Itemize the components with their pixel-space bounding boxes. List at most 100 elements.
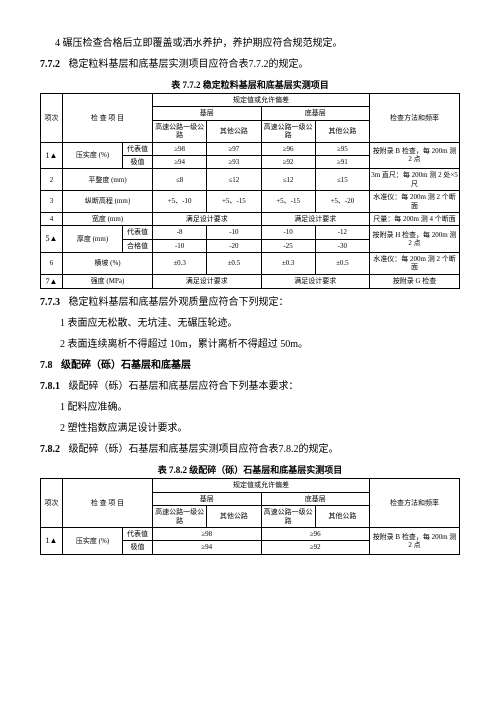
t2r1e2: ≥92	[261, 541, 370, 554]
r1b2: 极值	[123, 155, 153, 168]
r1a: 压实度 (%)	[63, 142, 123, 169]
r1e: ≥96	[261, 142, 315, 155]
para-4: 4 碾压检查合格后立即覆盖或洒水养护，养护期应符合规范规定。	[40, 36, 460, 51]
r3g: 水准仪：每 200m 测 2 个断面	[370, 191, 460, 213]
r6c: ±0.3	[153, 253, 207, 275]
table-772: 项次 检 查 项 目 规定值或允许偏差 检查方法和频率 基层 底基层 高速公路一…	[40, 93, 460, 289]
sec-772-num: 7.7.2	[40, 59, 60, 70]
r5f: -12	[315, 226, 369, 239]
r6f: ±0.5	[315, 253, 369, 275]
r2a: 平整度 (mm)	[63, 169, 153, 191]
h-base: 基层	[153, 107, 262, 120]
t2h-other2: 其他公路	[315, 506, 369, 528]
sec-782: 7.8.2 级配碎（砾）石基层和底基层实测项目应符合表7.8.2的规定。	[40, 442, 460, 457]
h-dev: 规定值或允许偏差	[153, 94, 370, 107]
r1e2: ≥92	[261, 155, 315, 168]
r7n: 7▲	[41, 274, 63, 289]
h-other2: 其他公路	[315, 120, 369, 142]
sec-773-num: 7.7.3	[40, 297, 60, 308]
r2n: 2	[41, 169, 63, 191]
r3a: 纵断高程 (mm)	[63, 191, 153, 213]
t2r1c2: ≥94	[153, 541, 262, 554]
r6a: 横坡 (%)	[63, 253, 153, 275]
sec-781-text: 级配碎（砾）石基层和底基层应符合下列基本要求：	[69, 381, 299, 392]
r3n: 3	[41, 191, 63, 213]
sec-772-text: 稳定粒料基层和底基层实测项目应符合表7.7.2的规定。	[69, 59, 309, 70]
r1d2: ≥93	[207, 155, 261, 168]
r3c: +5、-10	[153, 191, 207, 213]
t2r1n: 1▲	[41, 528, 63, 555]
h-item: 检 查 项 目	[63, 94, 153, 143]
t2h-hw1: 高速公路一级公路	[153, 506, 207, 528]
r2d: ≤12	[207, 169, 261, 191]
sec-78-text: 级配碎（砾）石基层和底基层	[61, 360, 191, 371]
r5d2: -20	[207, 239, 261, 252]
r1c2: ≥94	[153, 155, 207, 168]
r5b: 代表值	[123, 226, 153, 239]
r7a: 强度 (MPa)	[63, 274, 153, 289]
r5e2: -25	[261, 239, 315, 252]
sec-782-text: 级配碎（砾）石基层和底基层实测项目应符合表7.8.2的规定。	[69, 444, 339, 455]
r5e: -10	[261, 226, 315, 239]
r4c: 满足设计要求	[153, 212, 262, 225]
r1b: 代表值	[123, 142, 153, 155]
r1n: 1▲	[41, 142, 63, 169]
sec-782-num: 7.8.2	[40, 444, 60, 455]
r6e: ±0.3	[261, 253, 315, 275]
r2g: 3m 直尺：每 200m 测 2 处×5 尺	[370, 169, 460, 191]
h-sub: 底基层	[261, 107, 370, 120]
r1f: ≥95	[315, 142, 369, 155]
r7g: 按附录 G 检查	[370, 274, 460, 289]
t2h-sub: 底基层	[261, 492, 370, 505]
r7c: 满足设计要求	[153, 274, 262, 289]
r4e: 满足设计要求	[261, 212, 370, 225]
r3e: +5、-15	[261, 191, 315, 213]
t2h-item: 检 查 项 目	[63, 479, 153, 528]
t2r1b: 代表值	[123, 528, 153, 541]
table-782-title: 表 7.8.2 级配碎（砾）石基层和底基层实测项目	[40, 463, 460, 476]
r2c: ≤8	[153, 169, 207, 191]
r6d: ±0.5	[207, 253, 261, 275]
sec-773-1: 1 表面应无松散、无坑洼、无碾压轮迹。	[40, 316, 460, 331]
r1c: ≥98	[153, 142, 207, 155]
t2h-hw2: 高速公路一级公路	[261, 506, 315, 528]
sec-78-num: 7.8	[40, 360, 53, 371]
sec-781: 7.8.1 级配碎（砾）石基层和底基层应符合下列基本要求：	[40, 379, 460, 394]
r1g: 按附录 B 检查，每 200m 测 2 点	[370, 142, 460, 169]
r1f2: ≥91	[315, 155, 369, 168]
r2e: ≤12	[261, 169, 315, 191]
r2f: ≤15	[315, 169, 369, 191]
h-hw1: 高速公路一级公路	[153, 120, 207, 142]
r5c: -8	[153, 226, 207, 239]
h-other1: 其他公路	[207, 120, 261, 142]
sec-781-1: 1 配料应准确。	[40, 400, 460, 415]
t2h-base: 基层	[153, 492, 262, 505]
t2r1e: ≥96	[261, 528, 370, 541]
sec-78: 7.8 级配碎（砾）石基层和底基层	[40, 358, 460, 373]
t2h-method: 检查方法和频率	[370, 479, 460, 528]
r5g: 按附录 H 检查，每 200m 测 2 点	[370, 226, 460, 253]
t2h-other1: 其他公路	[207, 506, 261, 528]
sec-781-2: 2 塑性指数应满足设计要求。	[40, 421, 460, 436]
r4g: 尺量：每 200m 测 4 个断面	[370, 212, 460, 225]
t2r1b2: 极值	[123, 541, 153, 554]
h-order: 项次	[41, 94, 63, 143]
sec-781-num: 7.8.1	[40, 381, 60, 392]
table-772-title: 表 7.7.2 稳定粒料基层和底基层实测项目	[40, 78, 460, 91]
r5a: 厚度 (mm)	[63, 226, 123, 253]
r4a: 宽度 (mm)	[63, 212, 153, 225]
r3f: +5、-20	[315, 191, 369, 213]
t2r1c: ≥98	[153, 528, 262, 541]
r6g: 水准仪：每 200m 测 2 个断面	[370, 253, 460, 275]
table-782: 项次 检 查 项 目 规定值或允许偏差 检查方法和频率 基层 底基层 高速公路一…	[40, 478, 460, 554]
r5n: 5▲	[41, 226, 63, 253]
sec-773-2: 2 表面连续离析不得超过 10m，累计离析不得超过 50m。	[40, 337, 460, 352]
r7e: 满足设计要求	[261, 274, 370, 289]
r5b2: 合格值	[123, 239, 153, 252]
t2h-dev: 规定值或允许偏差	[153, 479, 370, 492]
r5c2: -10	[153, 239, 207, 252]
t2r1a: 压实度 (%)	[63, 528, 123, 555]
r5d: -10	[207, 226, 261, 239]
sec-773: 7.7.3 稳定粒料基层和底基层外观质量应符合下列规定：	[40, 295, 460, 310]
r5f2: -30	[315, 239, 369, 252]
